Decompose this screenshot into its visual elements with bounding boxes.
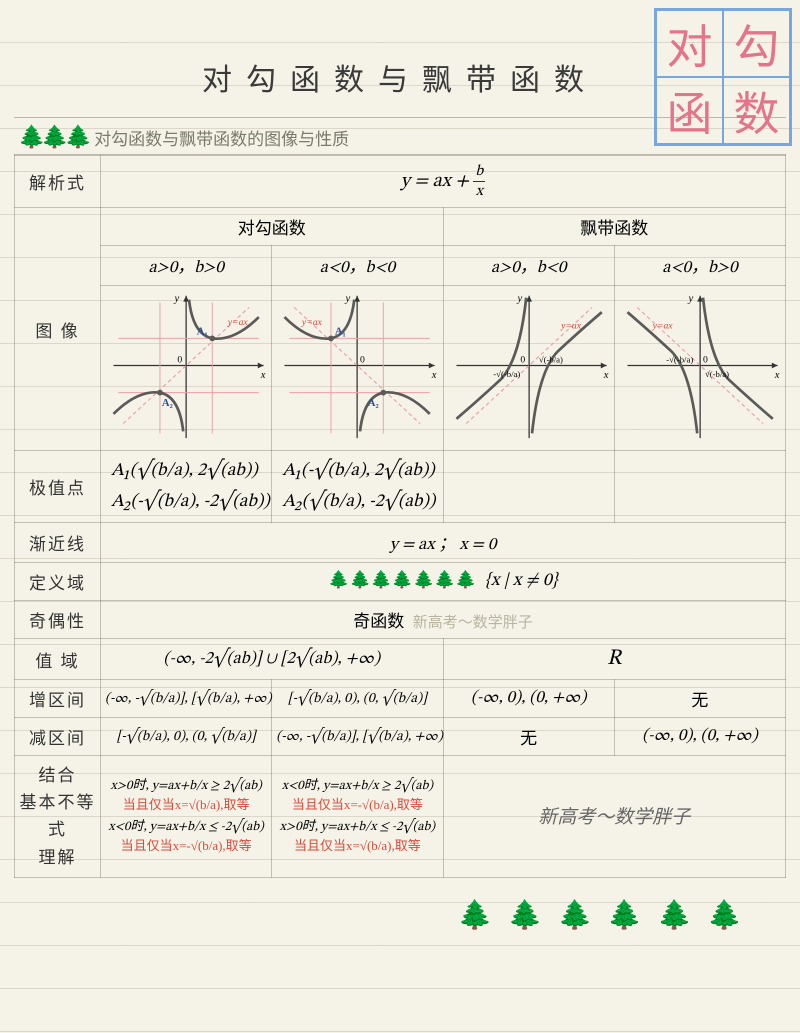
title-stamp: 对 勾 函 数 [654, 8, 792, 146]
tree-icon: 🌲🌲🌲 [18, 124, 88, 150]
dec3: 无 [443, 718, 614, 756]
svg-text:0: 0 [703, 355, 708, 366]
group-piaodai: 飘带函数 [443, 208, 786, 246]
svg-text:y=ax: y=ax [227, 317, 249, 328]
stamp-char: 对 [656, 10, 723, 77]
stamp-char: 数 [723, 77, 790, 144]
dec4: (-∞, 0), (0, +∞) [614, 718, 785, 756]
cond3: a>0，b<0 [443, 246, 614, 286]
properties-table: 解析式 y = ax + bx 图 像 对勾函数 飘带函数 a>0，b>0 a<… [14, 155, 786, 878]
inc4: 无 [614, 680, 785, 718]
svg-text:y: y [174, 294, 180, 305]
section-title: 对勾函数与飘带函数的图像与性质 [94, 125, 349, 150]
graph1: x y 0 y=ax A₁ A₂ [101, 286, 272, 451]
row-domain: 定义域 [15, 563, 101, 601]
svg-text:x: x [602, 370, 608, 381]
row-analytic: 解析式 [15, 156, 101, 208]
footer-trees: 🌲 🌲 🌲 🌲 🌲 🌲 [14, 878, 786, 932]
range1: (-∞, -2√(ab)] ∪ [2√(ab), +∞) [101, 639, 444, 680]
row-ineq: 结合基本不等式理解 [15, 756, 101, 878]
svg-text:y=ax: y=ax [560, 321, 582, 332]
svg-text:0: 0 [177, 355, 182, 366]
ineq2a: x<0时, y=ax+b/x ≥ 2√(ab) [278, 778, 436, 796]
graph2: x y 0 y=ax A₁ A₂ [272, 286, 443, 451]
ext1b: A₂(-√(b/a), -2√(ab)) [111, 491, 267, 514]
domain-val: {x | x ≠ 0} [485, 572, 558, 590]
cond1: a>0，b>0 [101, 246, 272, 286]
graph4: x y 0 y=ax -√(-b/a) √(-b/a) [614, 286, 785, 451]
row-asym: 渐近线 [15, 523, 101, 563]
range2: R [443, 639, 786, 680]
svg-text:√(-b/a): √(-b/a) [538, 355, 562, 365]
svg-text:x: x [260, 370, 266, 381]
svg-text:0: 0 [360, 355, 365, 366]
svg-text:A₂: A₂ [162, 398, 173, 409]
svg-text:y: y [516, 294, 522, 305]
inc3: (-∞, 0), (0, +∞) [443, 680, 614, 718]
row-parity: 奇偶性 [15, 601, 101, 639]
asym-val: y = ax ； x = 0 [101, 523, 786, 563]
ineq1a: x>0时, y=ax+b/x ≥ 2√(ab) [107, 778, 265, 796]
inc2: [-√(b/a), 0), (0, √(b/a)] [272, 680, 443, 718]
analytic-formula: y = ax + bx [401, 172, 485, 191]
tree-icon: 🌲🌲🌲🌲🌲🌲🌲 [328, 570, 476, 589]
ext2b: A₂(√(b/a), -2√(ab)) [282, 491, 438, 514]
cond2: a<0，b<0 [272, 246, 443, 286]
svg-text:0: 0 [520, 355, 525, 366]
parity-val: 奇函数 [353, 612, 404, 631]
row-image: 图 像 [15, 208, 101, 451]
credit2: 新高考～数学胖子 [443, 756, 786, 878]
ext1a: A₁(√(b/a), 2√(ab)) [111, 460, 267, 483]
svg-text:y=ax: y=ax [651, 321, 673, 332]
group-duigou: 对勾函数 [101, 208, 444, 246]
ineq1b-cond: 当且仅当x=-√(b/a),取等 [107, 837, 265, 855]
ineq1a-cond: 当且仅当x=√(b/a),取等 [107, 796, 265, 814]
svg-text:x: x [431, 370, 437, 381]
row-inc: 增区间 [15, 680, 101, 718]
cond4: a<0，b>0 [614, 246, 785, 286]
dec2: (-∞, -√(b/a)], [√(b/a), +∞) [272, 718, 443, 756]
ineq2b: x>0时, y=ax+b/x ≤ -2√(ab) [278, 819, 436, 837]
dec1: [-√(b/a), 0), (0, √(b/a)] [101, 718, 272, 756]
svg-text:-√(-b/a): -√(-b/a) [666, 355, 693, 365]
svg-text:A₁: A₁ [335, 327, 346, 338]
stamp-char: 勾 [723, 10, 790, 77]
svg-text:-√(-b/a): -√(-b/a) [493, 369, 520, 379]
row-dec: 减区间 [15, 718, 101, 756]
row-range: 值 域 [15, 639, 101, 680]
ineq1b: x<0时, y=ax+b/x ≤ -2√(ab) [107, 819, 265, 837]
svg-text:x: x [773, 370, 779, 381]
svg-text:y=ax: y=ax [301, 317, 323, 328]
row-extrema: 极值点 [15, 451, 101, 523]
credit: 新高考～数学胖子 [413, 615, 533, 631]
svg-text:y: y [687, 294, 693, 305]
ineq2b-cond: 当且仅当x=√(b/a),取等 [278, 837, 436, 855]
ineq2a-cond: 当且仅当x=-√(b/a),取等 [278, 796, 436, 814]
svg-text:A₁: A₁ [197, 327, 208, 338]
stamp-char: 函 [656, 77, 723, 144]
ext2a: A₁(-√(b/a), 2√(ab)) [282, 460, 438, 483]
svg-text:√(-b/a): √(-b/a) [705, 369, 729, 379]
inc1: (-∞, -√(b/a)], [√(b/a), +∞) [101, 680, 272, 718]
graph3: x y 0 y=ax √(-b/a) -√(-b/a) [443, 286, 614, 451]
svg-text:A₂: A₂ [368, 398, 379, 409]
svg-text:y: y [345, 294, 351, 305]
